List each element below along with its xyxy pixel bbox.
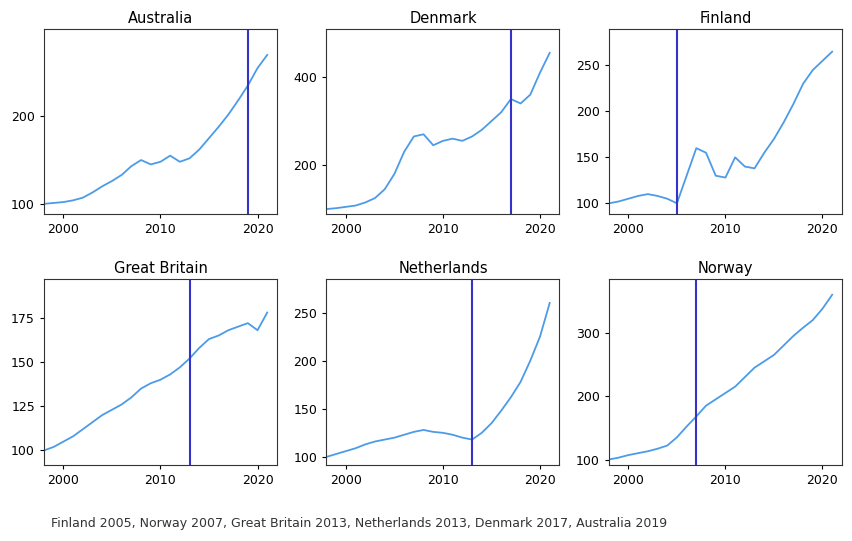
Title: Norway: Norway (697, 261, 752, 276)
Title: Netherlands: Netherlands (398, 261, 487, 276)
Title: Great Britain: Great Britain (113, 261, 207, 276)
Title: Denmark: Denmark (409, 11, 476, 26)
Text: Finland 2005, Norway 2007, Great Britain 2013, Netherlands 2013, Denmark 2017, A: Finland 2005, Norway 2007, Great Britain… (51, 517, 666, 530)
Title: Australia: Australia (128, 11, 193, 26)
Title: Finland: Finland (699, 11, 751, 26)
